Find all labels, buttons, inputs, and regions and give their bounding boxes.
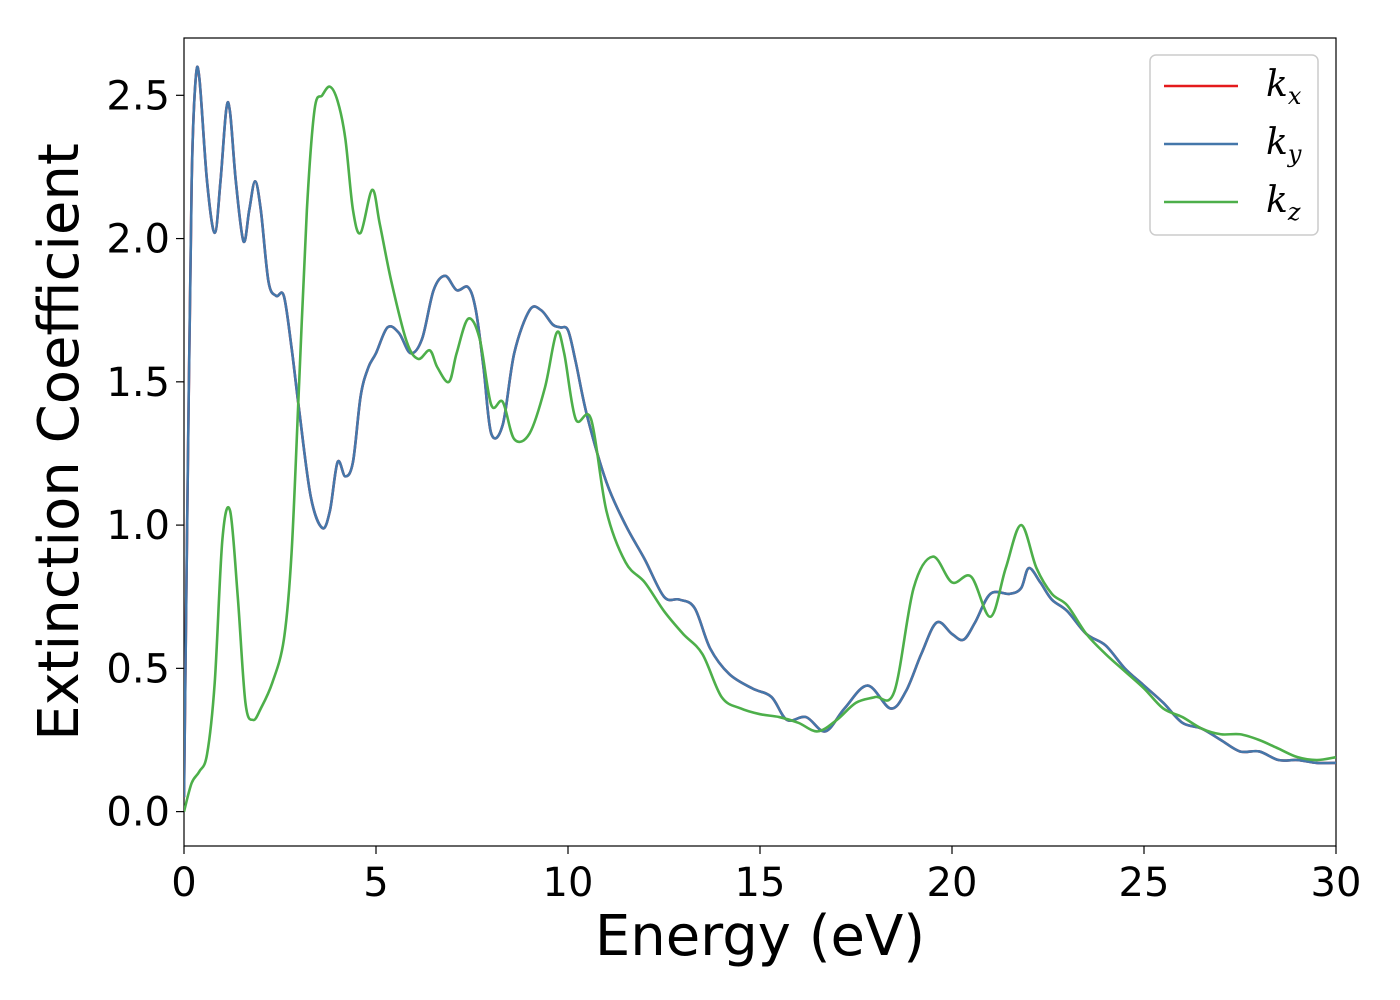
x-axis: 0 5 10 15 20 25 30 <box>171 846 1361 906</box>
legend-label: kz <box>1266 180 1301 226</box>
y-tick-label: 1.0 <box>106 503 170 549</box>
y-tick-label: 0.5 <box>106 646 170 692</box>
x-tick-label: 0 <box>171 860 196 906</box>
legend: kx ky kz <box>1149 54 1319 236</box>
x-tick-label: 20 <box>927 860 978 906</box>
x-tick-label: 25 <box>1119 860 1170 906</box>
y-axis: 0.0 0.5 1.0 1.5 2.0 2.5 <box>106 73 184 836</box>
x-tick-label: 15 <box>735 860 786 906</box>
x-tick-label: 10 <box>543 860 594 906</box>
x-tick-label: 30 <box>1311 860 1362 906</box>
plot-area <box>183 37 1337 847</box>
legend-label: ky <box>1266 122 1302 168</box>
series-line-kz <box>184 85 1336 812</box>
y-tick-label: 1.5 <box>106 360 170 406</box>
series-line-ky <box>184 65 1336 798</box>
series-layer <box>184 65 1336 812</box>
x-axis-label: Energy (eV) <box>595 904 925 969</box>
legend-label: kx <box>1266 64 1302 110</box>
y-tick-label: 2.5 <box>106 73 170 119</box>
y-tick-label: 0.0 <box>106 790 170 836</box>
y-tick-label: 2.0 <box>106 217 170 263</box>
x-tick-label: 5 <box>363 860 388 906</box>
y-axis-label: Extinction Coefficient <box>27 143 92 741</box>
